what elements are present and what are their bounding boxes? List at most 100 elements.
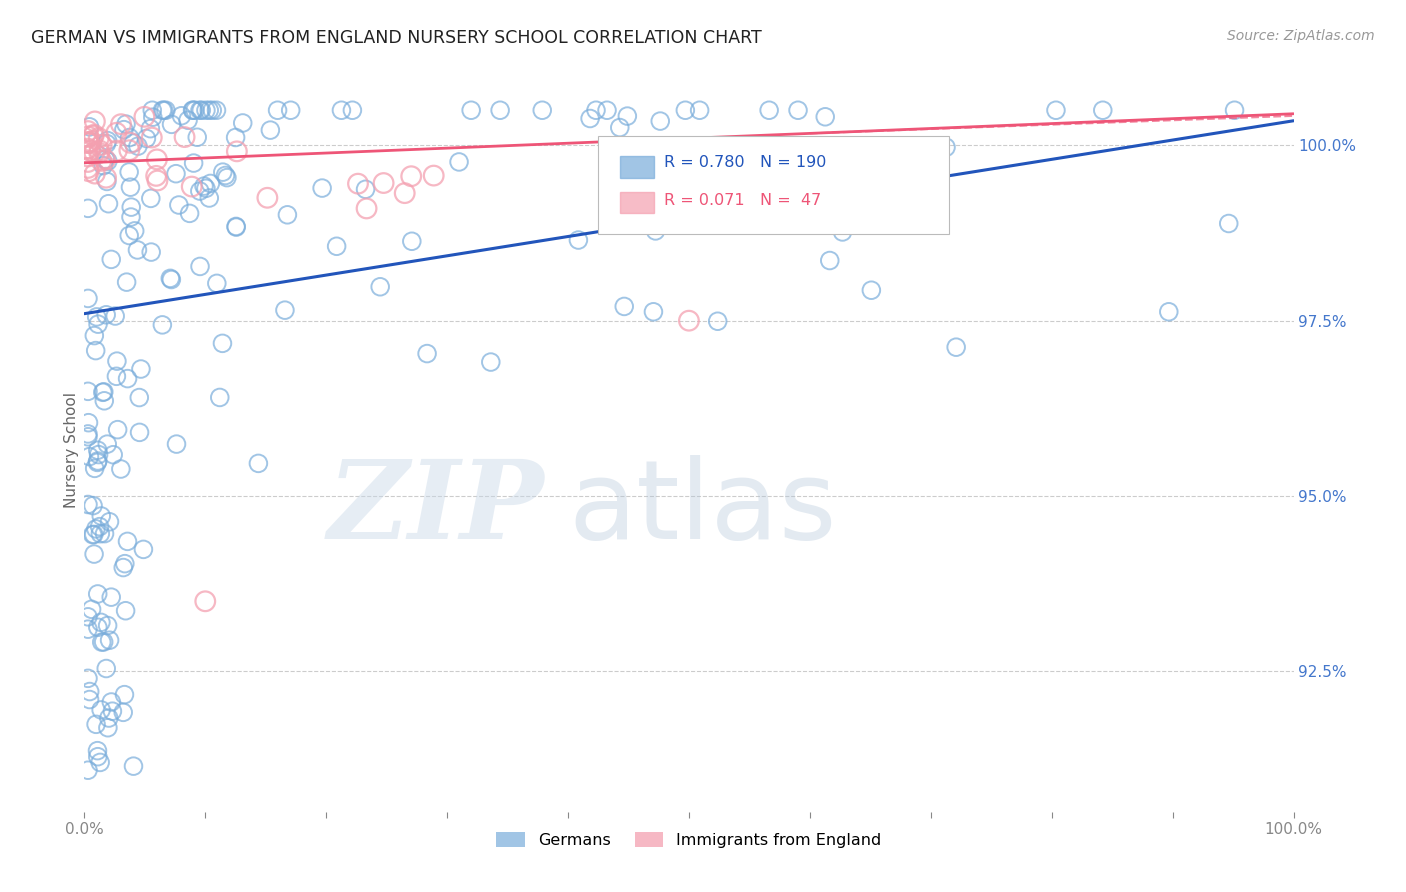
Point — [198, 191, 221, 205]
Point — [83, 461, 105, 475]
Point — [96, 134, 118, 148]
Point — [225, 219, 247, 234]
Point — [689, 103, 711, 118]
Point — [120, 200, 142, 214]
Point — [93, 635, 115, 649]
Point — [650, 114, 672, 128]
Point — [77, 149, 100, 163]
Point — [141, 130, 163, 145]
Point — [77, 136, 100, 150]
Point — [100, 695, 122, 709]
Point — [347, 177, 370, 191]
Point — [193, 179, 215, 194]
Point — [87, 131, 110, 145]
Point — [93, 384, 115, 399]
Point — [103, 448, 125, 462]
Point — [225, 145, 247, 159]
Point — [83, 167, 105, 181]
Point — [208, 391, 231, 405]
Point — [94, 153, 117, 167]
Point — [77, 161, 100, 175]
Point — [165, 167, 187, 181]
Point — [567, 233, 589, 247]
Point — [139, 191, 162, 205]
Text: R = 0.071   N =  47: R = 0.071 N = 47 — [664, 193, 821, 208]
Point — [135, 131, 157, 145]
Point — [77, 129, 100, 144]
Point — [83, 128, 105, 142]
Point — [112, 706, 135, 720]
Point — [105, 354, 128, 368]
Point — [83, 328, 105, 343]
Point — [87, 749, 110, 764]
Point — [107, 423, 129, 437]
Point — [180, 179, 202, 194]
Point — [118, 228, 141, 243]
Point — [128, 391, 150, 405]
Point — [114, 688, 136, 702]
Point — [94, 153, 117, 167]
Point — [184, 103, 207, 118]
Point — [93, 393, 115, 408]
Point — [232, 116, 254, 130]
Point — [120, 136, 142, 150]
Point — [146, 173, 169, 187]
Point — [416, 346, 439, 360]
Point — [399, 169, 422, 184]
Point — [945, 340, 967, 354]
Point — [97, 196, 120, 211]
Point — [104, 309, 127, 323]
Point — [256, 191, 278, 205]
Point — [98, 633, 121, 648]
Point — [183, 156, 205, 170]
Point — [77, 124, 100, 138]
Point — [120, 180, 142, 194]
Point — [90, 635, 112, 649]
Point — [422, 169, 444, 183]
Point — [194, 181, 217, 195]
Point — [89, 756, 111, 770]
Point — [77, 416, 100, 430]
Point — [86, 310, 108, 324]
Point — [87, 620, 110, 634]
Point — [678, 314, 700, 328]
Point — [79, 144, 101, 158]
Point — [814, 110, 837, 124]
Point — [77, 202, 100, 216]
Point — [87, 317, 110, 331]
Point — [758, 103, 780, 118]
Point — [311, 181, 333, 195]
Point — [247, 456, 270, 470]
Point — [114, 604, 136, 618]
Point — [77, 155, 100, 169]
Point — [188, 260, 211, 274]
Point — [86, 455, 108, 469]
Point — [79, 450, 101, 464]
Point — [354, 182, 377, 196]
Point — [186, 130, 208, 145]
Point — [1223, 103, 1246, 118]
Point — [77, 426, 100, 441]
Point — [77, 622, 100, 636]
Point — [110, 462, 132, 476]
Point — [373, 176, 395, 190]
Point — [89, 144, 111, 158]
Point — [531, 103, 554, 118]
Point — [127, 139, 149, 153]
Point — [115, 117, 138, 131]
Point — [124, 224, 146, 238]
Point — [96, 136, 118, 151]
Point — [87, 448, 110, 462]
Point — [122, 759, 145, 773]
Point — [194, 103, 217, 118]
Point — [479, 355, 502, 369]
Point — [1091, 103, 1114, 118]
Point — [79, 692, 101, 706]
Point — [120, 210, 142, 224]
Point — [84, 343, 107, 358]
Point — [112, 122, 135, 136]
Point — [159, 271, 181, 285]
Point — [97, 618, 120, 632]
Y-axis label: Nursery School: Nursery School — [63, 392, 79, 508]
Point — [77, 135, 100, 149]
